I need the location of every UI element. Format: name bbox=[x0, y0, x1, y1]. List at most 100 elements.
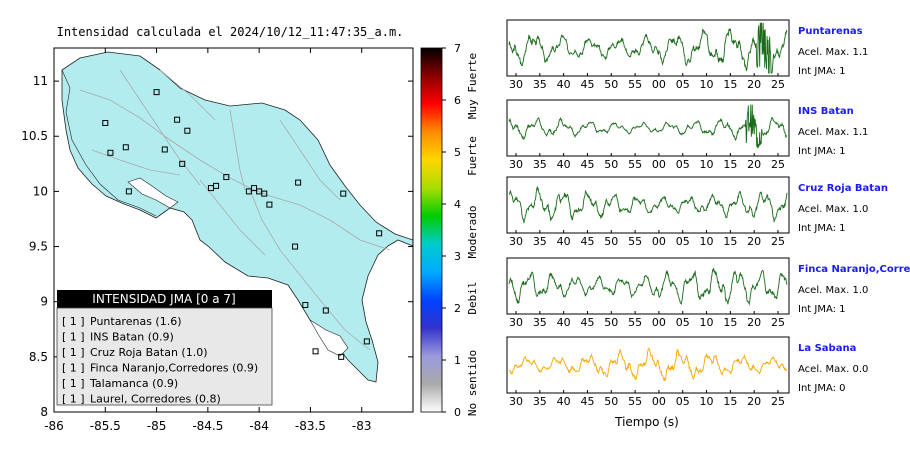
seismogram-x-tick-label: 50 bbox=[604, 395, 618, 408]
seismogram-x-tick-label: 20 bbox=[747, 316, 761, 329]
intensity-colorbar: 7 6 5 4 3 2 1 0 Muy Fuerte Fuerte Moderado Debil No… bbox=[420, 42, 479, 419]
station-marker bbox=[376, 230, 383, 237]
legend-header bbox=[57, 290, 272, 308]
colorbar-tick-label: 6 bbox=[454, 94, 461, 107]
station-marker bbox=[107, 149, 114, 156]
station-name: INS Batan bbox=[798, 106, 854, 117]
station-accel: Acel. Max. 0.0 bbox=[798, 364, 868, 375]
station-intensity: Int JMA: 0 bbox=[798, 383, 846, 394]
seismogram-x-tick-label: 00 bbox=[652, 235, 666, 248]
seismogram-x-tick-label: 50 bbox=[604, 316, 618, 329]
station-marker bbox=[295, 179, 302, 186]
station-marker bbox=[245, 188, 252, 195]
map-y-tick-label: 9.5 bbox=[29, 240, 48, 254]
colorbar-gradient bbox=[420, 47, 443, 413]
seismogram-x-tick-label: 35 bbox=[533, 158, 547, 171]
colorbar-tick-label: 3 bbox=[454, 250, 461, 263]
seismogram-trace bbox=[508, 186, 788, 224]
station-marker bbox=[102, 120, 109, 127]
seismogram-x-tick-label: 05 bbox=[676, 158, 690, 171]
seismogram-x-tick-label: 40 bbox=[557, 395, 571, 408]
station-intensity: Int JMA: 1 bbox=[798, 66, 846, 77]
seismogram-x-tick-label: 05 bbox=[676, 316, 690, 329]
colorbar-level-label: Fuerte bbox=[466, 136, 479, 176]
station-marker bbox=[261, 190, 268, 197]
peninsula-nicoya bbox=[61, 69, 157, 217]
seismogram-x-tick-label: 35 bbox=[533, 235, 547, 248]
station-marker bbox=[322, 307, 329, 314]
colorbar-labels: Muy Fuerte Fuerte Moderado Debil No sentido bbox=[466, 53, 479, 416]
seismogram-x-tick-label: 20 bbox=[747, 235, 761, 248]
seismogram-x-tick-label: 15 bbox=[723, 395, 737, 408]
seismogram-x-tick-label: 10 bbox=[700, 78, 714, 91]
seismogram-x-tick-label: 45 bbox=[580, 316, 594, 329]
legend-items: [ 1 ] Puntarenas (1.6) [ 1 ] INS Batan (0.9… bbox=[62, 315, 258, 406]
map-x-tick-label: -85.5 bbox=[90, 419, 121, 433]
map-x-tick-label: -83.5 bbox=[295, 419, 326, 433]
map-x-tick-label: -84.5 bbox=[192, 419, 223, 433]
map-x-tick-label: -84 bbox=[249, 419, 269, 433]
road-network bbox=[79, 69, 391, 351]
station-marker bbox=[179, 160, 186, 167]
station-marker bbox=[184, 127, 191, 134]
seismogram-panel: 30 35 40 45 50 55 00 05 10 15 20 25 INS Batan Acel. M… bbox=[506, 99, 868, 171]
station-marker bbox=[207, 185, 214, 192]
seismogram-x-tick-label: 10 bbox=[700, 235, 714, 248]
legend-item-label: Talamanca (0.9) bbox=[89, 377, 178, 390]
station-marker bbox=[292, 243, 299, 250]
seismogram-frame bbox=[506, 336, 790, 394]
seismogram-panel: 30 35 40 45 50 55 00 05 10 15 20 25 Puntarenas Acel. … bbox=[506, 19, 868, 91]
seismogram-x-tick-label: 05 bbox=[676, 395, 690, 408]
colorbar-tick-label: 1 bbox=[454, 354, 461, 367]
legend-item-badge: [ 1 ] bbox=[62, 315, 85, 328]
seismogram-x-tick-label: 55 bbox=[628, 316, 642, 329]
seismogram-x-tick-label: 05 bbox=[676, 235, 690, 248]
seismogram-x-tick-label: 45 bbox=[580, 235, 594, 248]
seismogram-trace bbox=[508, 104, 788, 149]
seismogram-x-tick-label: 15 bbox=[723, 316, 737, 329]
seismogram-x-tick-label: 55 bbox=[628, 395, 642, 408]
map-x-tick-label: -83 bbox=[352, 419, 372, 433]
station-marker bbox=[161, 146, 168, 153]
station-marker bbox=[174, 116, 181, 123]
seismogram-panels: 30 35 40 45 50 55 00 05 10 15 20 25 Puntarenas Acel. … bbox=[506, 19, 910, 408]
legend-item-badge: [ 1 ] bbox=[62, 393, 85, 406]
seismogram-x-tick-label: 30 bbox=[509, 78, 523, 91]
legend-item-badge: [ 1 ] bbox=[62, 362, 85, 375]
colorbar-level-label: Moderado bbox=[466, 206, 479, 259]
seismogram-frame bbox=[506, 257, 790, 315]
seismogram-x-tick-label: 55 bbox=[628, 158, 642, 171]
station-marker bbox=[312, 348, 319, 355]
seismogram-x-tick-label: 00 bbox=[652, 395, 666, 408]
legend-item-badge: [ 1 ] bbox=[62, 331, 85, 344]
seismogram-x-tick-label: 00 bbox=[652, 316, 666, 329]
seismogram-x-tick-label: 40 bbox=[557, 158, 571, 171]
seismogram-x-tick-label: 25 bbox=[771, 235, 785, 248]
station-name: Finca Naranjo,Corredor bbox=[798, 264, 910, 275]
seismogram-x-tick-label: 00 bbox=[652, 158, 666, 171]
station-intensity: Int JMA: 1 bbox=[798, 146, 846, 157]
legend-body bbox=[56, 307, 273, 406]
intensity-legend: INTENSIDAD JMA [0 a 7] [ 1 ] Puntarenas (… bbox=[56, 290, 273, 406]
seismogram-x-tick-label: 20 bbox=[747, 78, 761, 91]
map-y-tick-label: 8.5 bbox=[29, 350, 48, 364]
seismogram-x-tick-label: 10 bbox=[700, 316, 714, 329]
colorbar-tick-label: 4 bbox=[454, 198, 461, 211]
station-accel: Acel. Max. 1.0 bbox=[798, 285, 868, 296]
seismogram-x-tick-label: 40 bbox=[557, 316, 571, 329]
seismogram-panel: 30 35 40 45 50 55 00 05 10 15 20 25 Finca Naranjo,Co… bbox=[506, 257, 910, 329]
seismogram-x-tick-label: 45 bbox=[580, 158, 594, 171]
seismogram-x-tick-label: 15 bbox=[723, 78, 737, 91]
seismogram-x-tick-label: 40 bbox=[557, 235, 571, 248]
seismogram-x-tick-label: 30 bbox=[509, 158, 523, 171]
seismogram-x-tick-label: 45 bbox=[580, 78, 594, 91]
seismogram-x-tick-label: 35 bbox=[533, 78, 547, 91]
map-title: Intensidad calculada el 2024/10/12_11:47… bbox=[57, 25, 404, 39]
seismogram-x-tick-label: 40 bbox=[557, 78, 571, 91]
seismogram-x-tick-label: 05 bbox=[676, 78, 690, 91]
map-x-ticks: -86 -85.5 -85 -84.5 -84 -83.5 -83 bbox=[44, 48, 372, 433]
colorbar-level-label: Muy Fuerte bbox=[466, 53, 479, 119]
map-y-tick-label: 10 bbox=[33, 184, 48, 198]
colorbar-tick-label: 0 bbox=[454, 406, 461, 419]
